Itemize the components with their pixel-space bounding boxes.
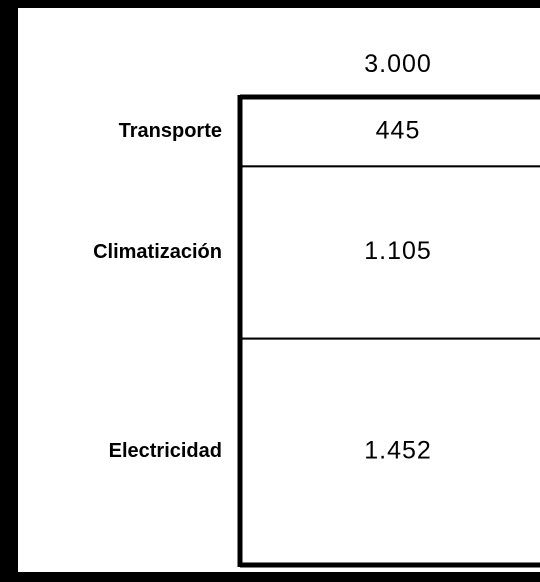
- value-label: 1.452: [364, 436, 432, 464]
- category-label: Transporte: [119, 120, 222, 142]
- bar-segment: [239, 337, 540, 567]
- category-label: Climatización: [93, 241, 222, 263]
- category-label: Electricidad: [109, 440, 222, 462]
- bar-segment: [239, 96, 540, 168]
- value-label: 1.105: [364, 237, 432, 265]
- total-label: 3.000: [364, 50, 432, 78]
- value-label: 445: [376, 116, 421, 144]
